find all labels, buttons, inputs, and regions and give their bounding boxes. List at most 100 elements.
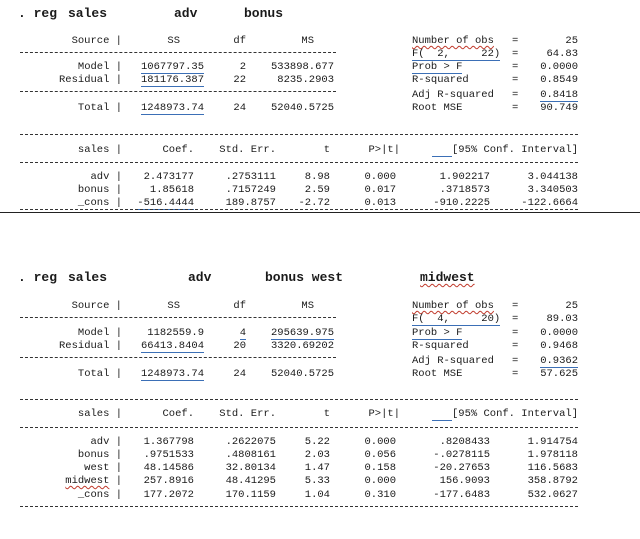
coef-row-p: 0.056 bbox=[364, 449, 396, 461]
coef-row-ci-hi: -122.6664 bbox=[521, 197, 578, 209]
stat-label: Number of obs bbox=[412, 35, 494, 47]
coef-row-coef: 1.85618 bbox=[149, 184, 194, 196]
coef-row-name: midwest | bbox=[65, 475, 122, 487]
stat-value: 25 bbox=[565, 300, 578, 312]
divider bbox=[20, 209, 578, 210]
anova-row-label: Residual | bbox=[58, 340, 122, 352]
anova-total-ms: 52040.5725 bbox=[270, 368, 334, 380]
anova-header-source: Source | bbox=[71, 300, 122, 312]
coef-row-se: 170.1159 bbox=[225, 489, 276, 501]
coef-row-coef: 177.2072 bbox=[143, 489, 194, 501]
coef-row-ci-hi: 3.044138 bbox=[527, 171, 578, 183]
coef-row-ci-lo: 1.902217 bbox=[439, 171, 490, 183]
anova-row-df: 4 bbox=[239, 327, 246, 340]
stat-label: F( 4, 20) bbox=[412, 313, 501, 326]
anova-header-ms: MS bbox=[301, 300, 314, 312]
coef-row-t: 5.33 bbox=[304, 475, 330, 487]
coef-row-ci-lo: -177.6483 bbox=[433, 489, 490, 501]
coef-header-dep: sales | bbox=[77, 408, 122, 420]
coef-header-t: t bbox=[323, 144, 330, 156]
stat-eq: = bbox=[512, 355, 519, 367]
anova-row-label: Model | bbox=[77, 61, 122, 73]
stat-value: 64.83 bbox=[546, 48, 578, 60]
stat-value: 25 bbox=[565, 35, 578, 47]
stat-eq: = bbox=[512, 327, 519, 339]
stat-value: 89.03 bbox=[546, 313, 578, 325]
stat-value: 0.9468 bbox=[540, 340, 578, 352]
coef-row-t: -2.72 bbox=[298, 197, 330, 209]
command-var: midwest bbox=[420, 270, 475, 285]
coef-row-p: 0.158 bbox=[364, 462, 396, 474]
divider bbox=[20, 399, 578, 400]
coef-row-name: _cons | bbox=[77, 489, 122, 501]
coef-row-name: west | bbox=[84, 462, 122, 474]
anova-header-ss: SS bbox=[167, 300, 180, 312]
stat-label: R-squared bbox=[412, 340, 469, 352]
command-var: bonus bbox=[244, 6, 284, 21]
coef-row-se: .4808161 bbox=[225, 449, 276, 461]
stat-label: Prob > F bbox=[412, 61, 463, 74]
anova-total-ss: 1248973.74 bbox=[140, 368, 204, 381]
anova-header-df: df bbox=[233, 300, 246, 312]
coef-row-name: adv | bbox=[90, 171, 122, 183]
stat-value: 0.8418 bbox=[540, 89, 578, 102]
coef-row-ci-hi: 1.978118 bbox=[527, 449, 578, 461]
coef-row-ci-hi: 116.5683 bbox=[527, 462, 578, 474]
anova-row-ms: 533898.677 bbox=[270, 61, 334, 73]
stat-eq: = bbox=[512, 74, 519, 86]
divider bbox=[20, 317, 336, 318]
anova-row-df: 22 bbox=[233, 74, 246, 86]
coef-row-ci-lo: -20.27653 bbox=[433, 462, 490, 474]
anova-total-df: 24 bbox=[233, 368, 246, 380]
anova-row-ms: 8235.2903 bbox=[277, 74, 334, 86]
stat-label: Adj R-squared bbox=[412, 355, 494, 367]
stat-eq: = bbox=[512, 368, 519, 380]
coef-row-se: .2753111 bbox=[225, 171, 276, 183]
coef-header-p: P>|t| bbox=[368, 408, 400, 420]
coef-header-coef: Coef. bbox=[162, 408, 194, 420]
coef-row-se: 32.80134 bbox=[225, 462, 276, 474]
coef-header-t: t bbox=[323, 408, 330, 420]
anova-row-label: Model | bbox=[77, 327, 122, 339]
command-prefix: . reg bbox=[18, 270, 58, 285]
stat-eq: = bbox=[512, 89, 519, 101]
anova-total-df: 24 bbox=[233, 102, 246, 114]
coef-row-se: .2622075 bbox=[225, 436, 276, 448]
coef-header-se: Std. Err. bbox=[219, 408, 276, 420]
coef-row-ci-lo: 156.9093 bbox=[439, 475, 490, 487]
stat-value: 0.8549 bbox=[540, 74, 578, 86]
coef-row-ci-lo: .8208433 bbox=[439, 436, 490, 448]
coef-row-p: 0.000 bbox=[364, 436, 396, 448]
stat-label: Number of obs bbox=[412, 300, 494, 312]
coef-row-se: 48.41295 bbox=[225, 475, 276, 487]
coef-row-name: bonus | bbox=[77, 184, 122, 196]
coef-header-dep: sales | bbox=[77, 144, 122, 156]
anova-header-source: Source | bbox=[71, 35, 122, 47]
coef-row-ci-lo: -.0278115 bbox=[433, 449, 490, 461]
coef-header-p: P>|t| bbox=[368, 144, 400, 156]
anova-row-df: 20 bbox=[233, 340, 246, 352]
coef-row-coef: 1.367798 bbox=[143, 436, 194, 448]
stat-eq: = bbox=[512, 102, 519, 114]
stat-value: 0.9362 bbox=[540, 355, 578, 368]
stat-eq: = bbox=[512, 61, 519, 73]
stat-eq: = bbox=[512, 300, 519, 312]
stat-value: 90.749 bbox=[540, 102, 578, 114]
command-prefix: . reg bbox=[18, 6, 58, 21]
coef-row-coef: 48.14586 bbox=[143, 462, 194, 474]
separator-line bbox=[0, 212, 640, 213]
coef-row-name: adv | bbox=[90, 436, 122, 448]
command-dependent-var: sales bbox=[68, 270, 108, 285]
coef-row-ci-hi: 1.914754 bbox=[527, 436, 578, 448]
coef-row-ci-hi: 532.0627 bbox=[527, 489, 578, 501]
anova-row-ss: 1067797.35 bbox=[140, 61, 204, 74]
coef-row-t: 1.47 bbox=[304, 462, 330, 474]
coef-header-se: Std. Err. bbox=[219, 144, 276, 156]
anova-row-ss: 66413.8404 bbox=[140, 340, 204, 353]
coef-row-name: bonus | bbox=[77, 449, 122, 461]
stat-label: R-squared bbox=[412, 74, 469, 86]
divider bbox=[20, 427, 578, 428]
coef-row-p: 0.000 bbox=[364, 475, 396, 487]
anova-total-ss: 1248973.74 bbox=[140, 102, 204, 115]
stat-eq: = bbox=[512, 313, 519, 325]
